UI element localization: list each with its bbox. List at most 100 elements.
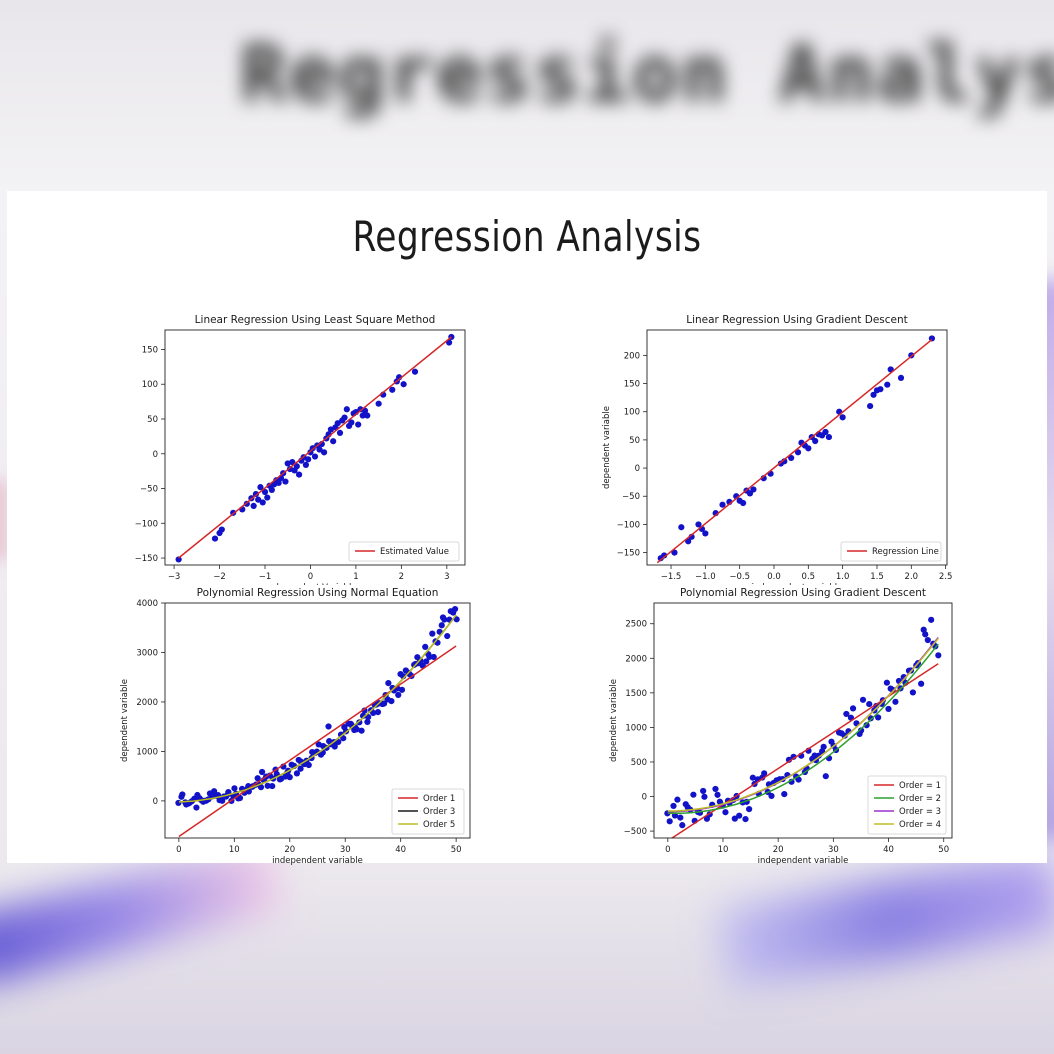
- data-point: [430, 653, 437, 661]
- data-point: [714, 791, 721, 798]
- data-point: [877, 386, 884, 393]
- legend-box: [348, 541, 460, 562]
- x-tick-label: 0: [665, 845, 670, 855]
- legend-label: Order = 2: [899, 794, 941, 804]
- x-tick-label: 10: [718, 845, 729, 855]
- data-point: [849, 705, 857, 712]
- data-point: [400, 381, 407, 388]
- legend-box: [867, 775, 947, 835]
- legend-label: Order = 3: [899, 807, 941, 817]
- x-tick-label: −1.0: [695, 572, 716, 582]
- data-point: [897, 374, 905, 382]
- data-point: [679, 822, 686, 829]
- data-point: [305, 456, 312, 463]
- data-point: [264, 782, 271, 789]
- data-point: [175, 799, 182, 807]
- legend: Order = 1 Order = 2 Order = 3 Order = 4: [867, 775, 947, 835]
- legend-box: [840, 541, 942, 562]
- data-point: [193, 804, 200, 811]
- data-point: [438, 622, 445, 629]
- x-tick-label: 50: [451, 845, 462, 855]
- data-point: [389, 386, 396, 393]
- y-tick-label: 3000: [136, 648, 158, 658]
- series-line: [178, 645, 457, 838]
- data-point: [451, 605, 459, 613]
- y-tick-label: −150: [135, 554, 158, 564]
- data-point: [701, 793, 708, 800]
- data-point: [884, 381, 891, 388]
- x-axis-label: independent variable: [752, 583, 843, 585]
- data-point: [690, 791, 697, 798]
- data-point: [179, 791, 186, 798]
- data-point: [909, 689, 917, 696]
- legend-label: Order = 4: [899, 820, 941, 830]
- data-point: [175, 556, 182, 563]
- plot-frame: [164, 329, 466, 566]
- data-point: [703, 815, 711, 822]
- series-line: [667, 643, 939, 815]
- data-point: [736, 812, 743, 819]
- data-point: [293, 770, 301, 777]
- y-axis-label: dependent variable: [609, 679, 619, 762]
- data-point: [805, 445, 812, 452]
- x-tick-label: 10: [229, 845, 240, 855]
- legend-label: Estimated Value: [380, 547, 449, 557]
- y-tick-label: 1500: [625, 689, 647, 699]
- data-point: [375, 400, 382, 407]
- plot-area: [175, 605, 460, 838]
- data-point: [261, 488, 269, 496]
- data-point: [839, 414, 846, 421]
- x-tick-label: −0.5: [729, 572, 750, 582]
- blurred-edge-left: [0, 480, 10, 560]
- data-point: [740, 499, 747, 507]
- data-point: [781, 790, 788, 798]
- data-point: [358, 727, 365, 734]
- series-line: [656, 339, 933, 564]
- x-tick-label: −3: [168, 572, 181, 582]
- data-point: [677, 814, 684, 821]
- data-point: [678, 524, 685, 531]
- legend-label: Order 5: [423, 820, 455, 830]
- data-point: [353, 726, 360, 733]
- y-tick-label: 0: [635, 464, 640, 474]
- x-tick-label: 0: [308, 572, 313, 582]
- legend-label: Order 3: [423, 807, 455, 817]
- x-tick-label: 2.5: [939, 572, 953, 582]
- chart-poly-gradient-descent: Polynomial Regression Using Gradient Des…: [609, 587, 953, 865]
- data-point: [749, 774, 756, 781]
- y-tick-label: 200: [624, 351, 640, 361]
- x-tick-label: 2.0: [905, 572, 919, 582]
- data-point: [325, 723, 332, 730]
- plot-area: [656, 335, 935, 564]
- data-point: [822, 773, 829, 780]
- data-point: [295, 471, 303, 478]
- data-point: [843, 710, 850, 718]
- x-tick-label: 3: [444, 572, 449, 582]
- data-point: [252, 490, 260, 498]
- data-point: [411, 368, 419, 375]
- x-axis-label: dependent Variable: [273, 583, 356, 585]
- data-point: [731, 815, 738, 822]
- series-line: [178, 614, 457, 803]
- x-tick-label: 1: [353, 572, 358, 582]
- data-point: [670, 802, 677, 810]
- data-point: [866, 700, 873, 708]
- x-tick-label: 2: [399, 572, 404, 582]
- data-point: [812, 437, 819, 445]
- data-point: [700, 787, 707, 795]
- plot-frame: [164, 602, 471, 839]
- data-point: [257, 784, 265, 791]
- data-point: [370, 709, 377, 717]
- data-point: [343, 406, 350, 413]
- y-tick-label: 150: [142, 345, 158, 355]
- chart-linear-least-square: Linear Regression Using Least Square Met…: [135, 314, 466, 585]
- data-point: [671, 549, 678, 556]
- data-point: [336, 429, 344, 436]
- x-axis-label: independent variable: [758, 856, 849, 865]
- data-point: [696, 809, 704, 816]
- data-point: [340, 735, 347, 742]
- data-point: [822, 428, 829, 436]
- data-point: [361, 707, 368, 714]
- data-point: [441, 616, 448, 623]
- data-point: [330, 438, 337, 445]
